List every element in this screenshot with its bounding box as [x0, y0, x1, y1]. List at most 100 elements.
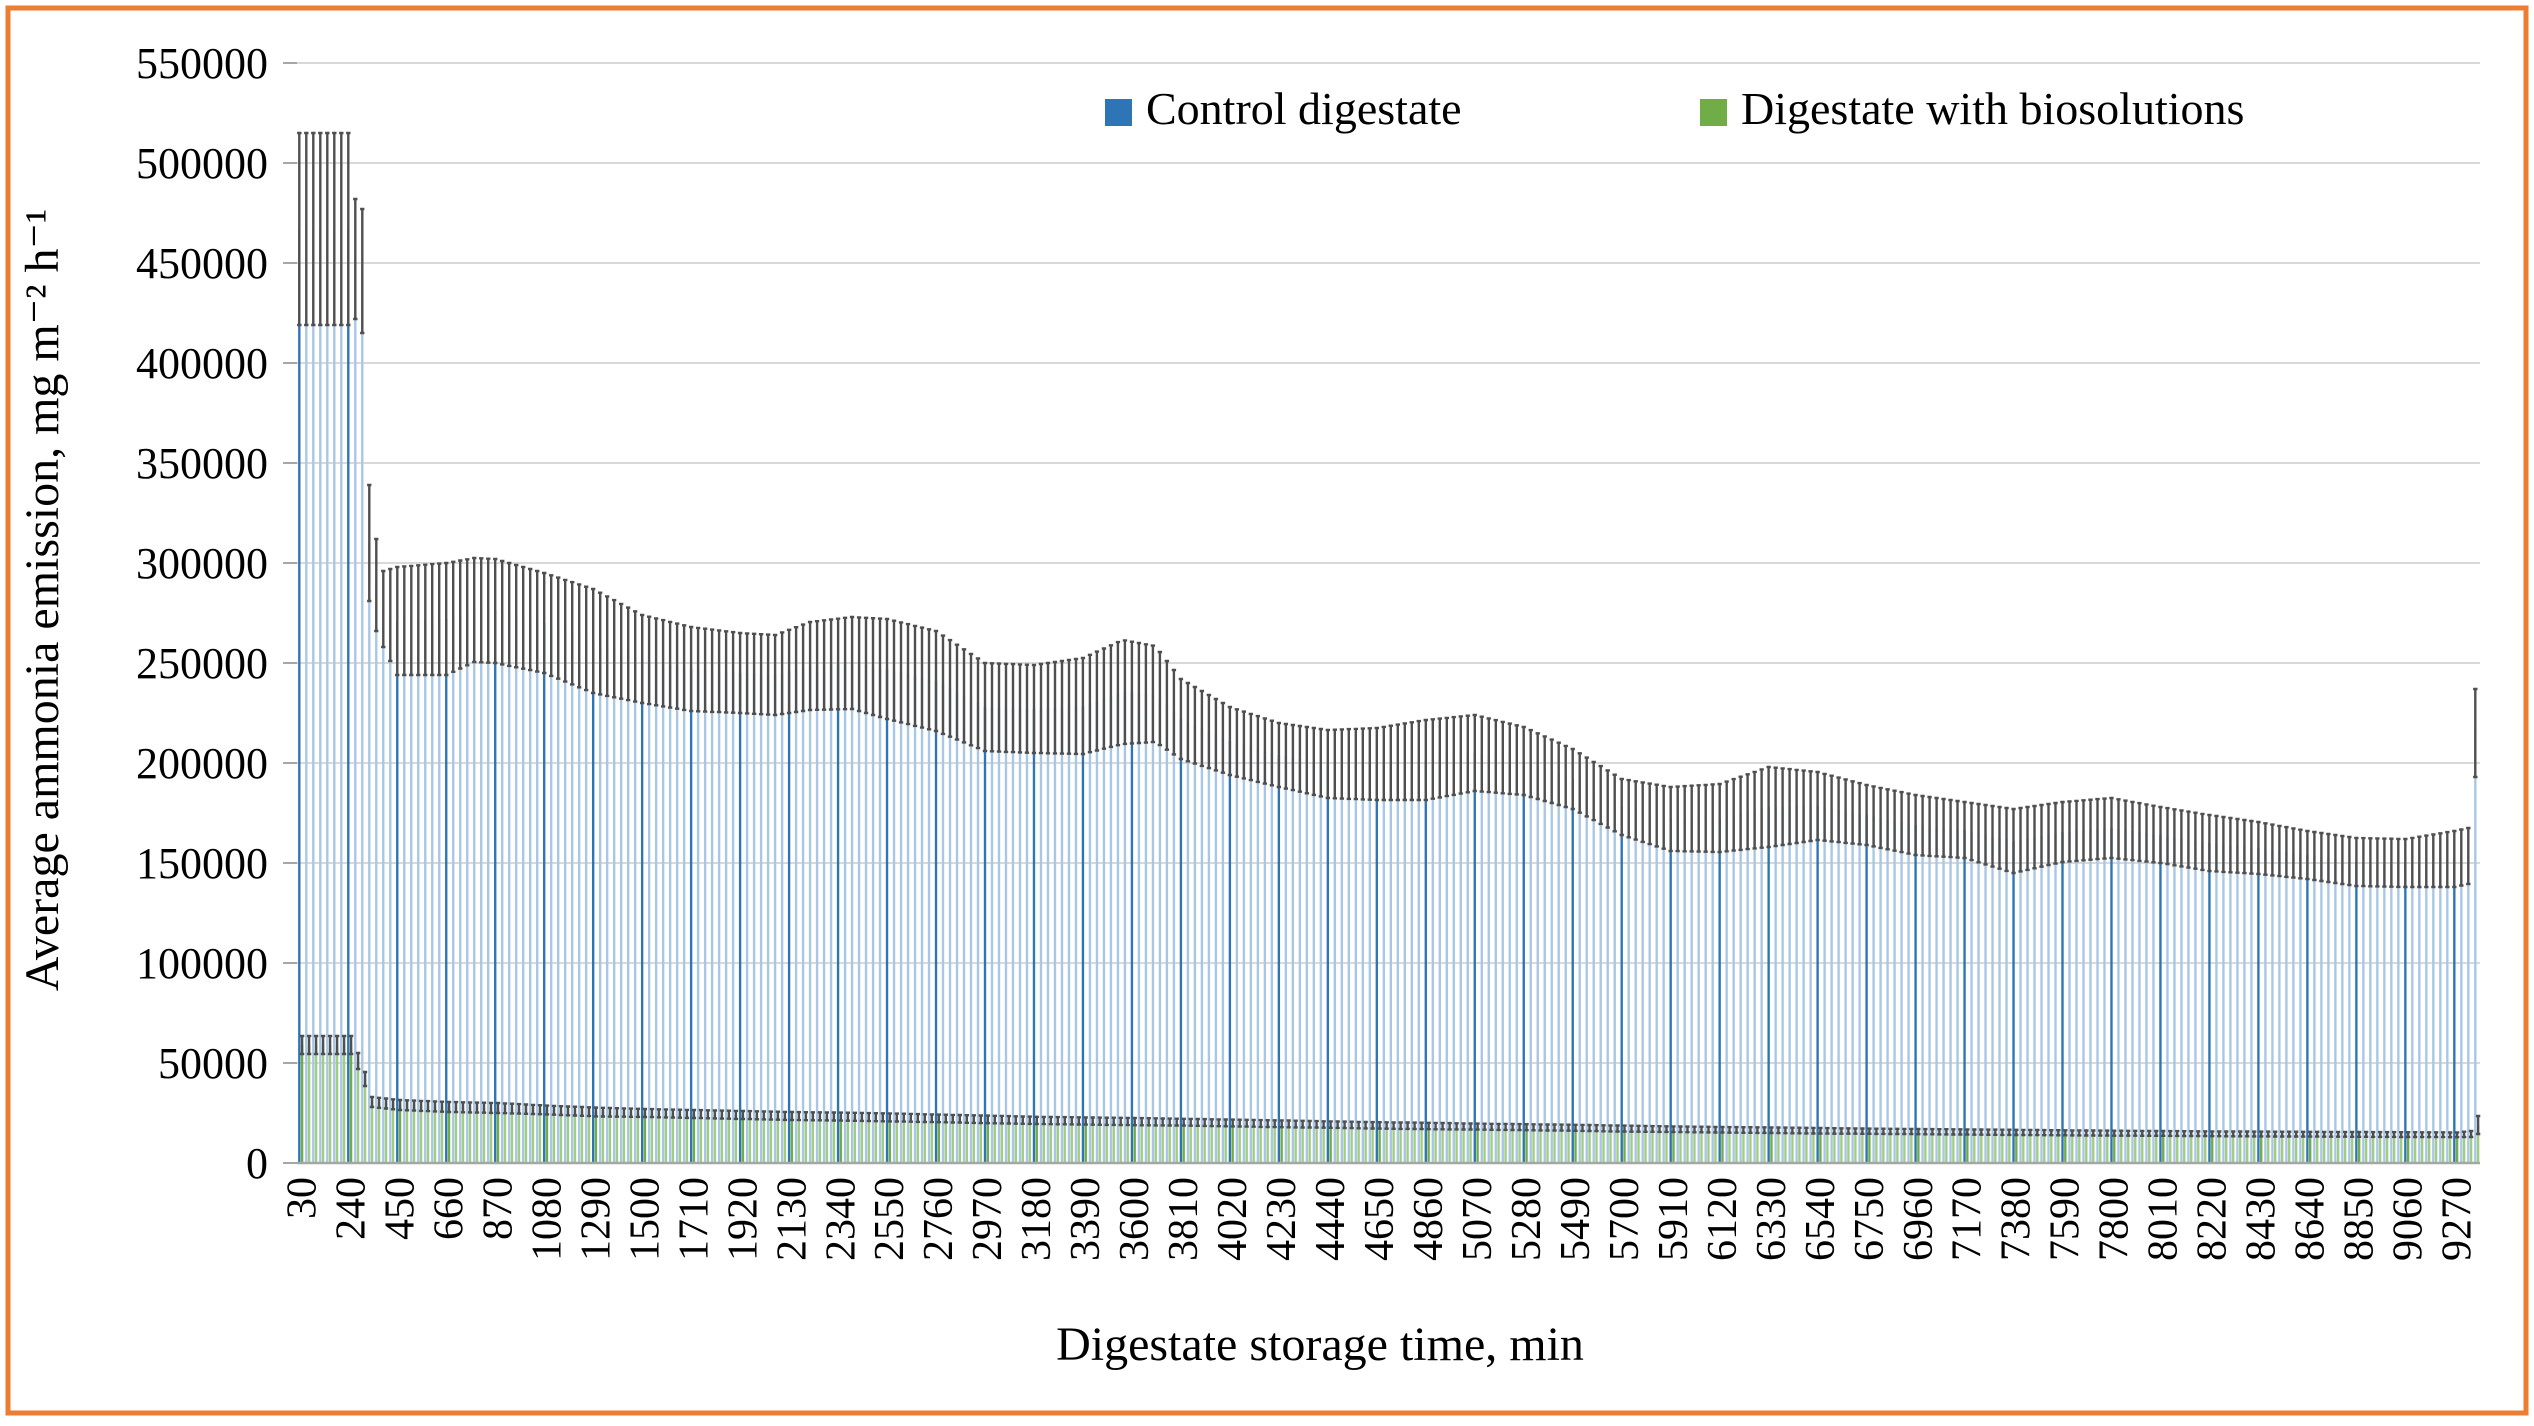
bar-digestate-biosolutions: [1980, 1132, 1983, 1163]
bar-digestate-biosolutions: [1847, 1131, 1850, 1163]
bar-control-digestate: [1809, 806, 1812, 1163]
bar-control-digestate: [724, 671, 728, 1163]
bar-control-digestate: [459, 614, 462, 1163]
bar-control-digestate: [1151, 693, 1155, 1163]
bar-control-digestate: [2348, 861, 2351, 1163]
bar-digestate-biosolutions: [1098, 1121, 1101, 1163]
bar-digestate-biosolutions: [2322, 1134, 2326, 1163]
x-tick-label: 4230: [1259, 1177, 1305, 1261]
bar-control-digestate: [1102, 698, 1106, 1163]
bar-digestate-biosolutions: [832, 1116, 836, 1163]
bar-digestate-biosolutions: [1427, 1126, 1430, 1163]
bar-digestate-biosolutions: [1889, 1131, 1892, 1163]
bar-control-digestate: [962, 695, 966, 1163]
bar-digestate-biosolutions: [1784, 1130, 1787, 1163]
bar-control-digestate: [543, 623, 546, 1163]
bar-digestate-biosolutions: [2448, 1134, 2452, 1163]
bar-digestate-biosolutions: [1693, 1129, 1696, 1163]
bar-digestate-biosolutions: [1707, 1129, 1710, 1163]
bar-control-digestate: [1585, 787, 1588, 1163]
bar-digestate-biosolutions: [349, 1045, 353, 1163]
x-tick-label: 5070: [1455, 1177, 1501, 1261]
bar-digestate-biosolutions: [1154, 1121, 1157, 1163]
bar-digestate-biosolutions: [1392, 1125, 1395, 1163]
bar-digestate-biosolutions: [1994, 1132, 1997, 1163]
bar-control-digestate: [1816, 806, 1819, 1163]
x-tick-label: 2340: [818, 1177, 864, 1261]
bar-digestate-biosolutions: [2239, 1133, 2242, 1163]
bar-control-digestate: [2110, 828, 2113, 1163]
bar-control-digestate: [2404, 863, 2407, 1163]
bar-digestate-biosolutions: [1910, 1131, 1913, 1163]
bar-digestate-biosolutions: [1581, 1127, 1584, 1163]
bar-digestate-biosolutions: [825, 1116, 829, 1163]
legend-swatch-control: [1105, 99, 1132, 126]
x-tick-label: 8220: [2190, 1177, 2236, 1261]
bar-digestate-biosolutions: [328, 1045, 332, 1163]
bar-digestate-biosolutions: [538, 1109, 542, 1163]
bar-digestate-biosolutions: [2434, 1134, 2438, 1163]
bar-digestate-biosolutions: [1952, 1131, 1955, 1163]
bar-digestate-biosolutions: [1665, 1129, 1668, 1163]
bar-control-digestate: [1053, 707, 1057, 1163]
bar-control-digestate: [794, 669, 798, 1163]
bar-control-digestate: [1424, 760, 1427, 1163]
y-axis-tick-labels: 0 50000 100000 150000 200000 250000 300000 3500…: [136, 39, 268, 1188]
bar-digestate-biosolutions: [1441, 1126, 1444, 1163]
bar-digestate-biosolutions: [1469, 1126, 1472, 1163]
bar-control-digestate: [2082, 830, 2085, 1163]
bar-control-digestate: [1186, 722, 1190, 1163]
bar-control-digestate: [2187, 839, 2190, 1163]
bar-control-digestate: [2180, 838, 2183, 1163]
bar-digestate-biosolutions: [2085, 1132, 2088, 1163]
bar-digestate-biosolutions: [2155, 1133, 2158, 1163]
bar-control-digestate: [1095, 701, 1099, 1163]
bar-digestate-biosolutions: [2183, 1133, 2186, 1163]
bar-control-digestate: [2075, 830, 2078, 1163]
x-tick-label: 2760: [916, 1177, 962, 1261]
bar-digestate-biosolutions: [860, 1116, 864, 1163]
bar-digestate-biosolutions: [601, 1112, 605, 1163]
bar-control-digestate: [598, 643, 602, 1163]
bar-digestate-biosolutions: [790, 1116, 794, 1163]
bar-digestate-biosolutions: [2260, 1134, 2263, 1163]
bar-control-digestate: [361, 271, 364, 1163]
bar-control-digestate: [864, 665, 868, 1163]
bar-control-digestate: [550, 625, 553, 1163]
bar-digestate-biosolutions: [1539, 1127, 1542, 1163]
bar-digestate-biosolutions: [1413, 1125, 1416, 1163]
bar-control-digestate: [1109, 696, 1113, 1163]
bar-control-digestate: [843, 663, 847, 1163]
bar-control-digestate: [1718, 818, 1721, 1163]
bar-digestate-biosolutions: [867, 1117, 871, 1163]
bar-digestate-biosolutions: [2015, 1132, 2018, 1163]
bar-control-digestate: [2285, 852, 2288, 1163]
biosolutions-digestate-bars: [300, 1045, 2480, 1163]
bar-digestate-biosolutions: [930, 1118, 934, 1163]
x-tick-label: 9270: [2435, 1177, 2481, 1261]
bar-digestate-biosolutions: [2413, 1134, 2417, 1163]
bar-control-digestate: [1081, 706, 1085, 1163]
bar-control-digestate: [1459, 755, 1462, 1163]
bar-control-digestate: [1907, 823, 1910, 1163]
bar-digestate-biosolutions: [587, 1111, 591, 1163]
bar-control-digestate: [2257, 848, 2260, 1163]
bar-digestate-biosolutions: [1637, 1128, 1640, 1163]
bar-control-digestate: [1963, 830, 1966, 1163]
bar-digestate-biosolutions: [1924, 1131, 1927, 1163]
bar-digestate-biosolutions: [748, 1115, 752, 1163]
bar-control-digestate: [1543, 768, 1546, 1163]
bar-digestate-biosolutions: [2364, 1134, 2368, 1163]
bar-control-digestate: [1011, 708, 1015, 1163]
bar-digestate-biosolutions: [2190, 1133, 2193, 1163]
bar-control-digestate: [403, 620, 406, 1163]
bar-control-digestate: [1375, 764, 1379, 1163]
bar-control-digestate: [2299, 854, 2302, 1163]
bar-control-digestate: [2453, 859, 2456, 1163]
bar-digestate-biosolutions: [1252, 1123, 1255, 1163]
bar-digestate-biosolutions: [664, 1113, 668, 1163]
bar-control-digestate: [2047, 834, 2050, 1163]
bar-digestate-biosolutions: [1336, 1124, 1339, 1163]
bar-control-digestate: [445, 619, 448, 1163]
bar-digestate-biosolutions: [2392, 1134, 2396, 1163]
